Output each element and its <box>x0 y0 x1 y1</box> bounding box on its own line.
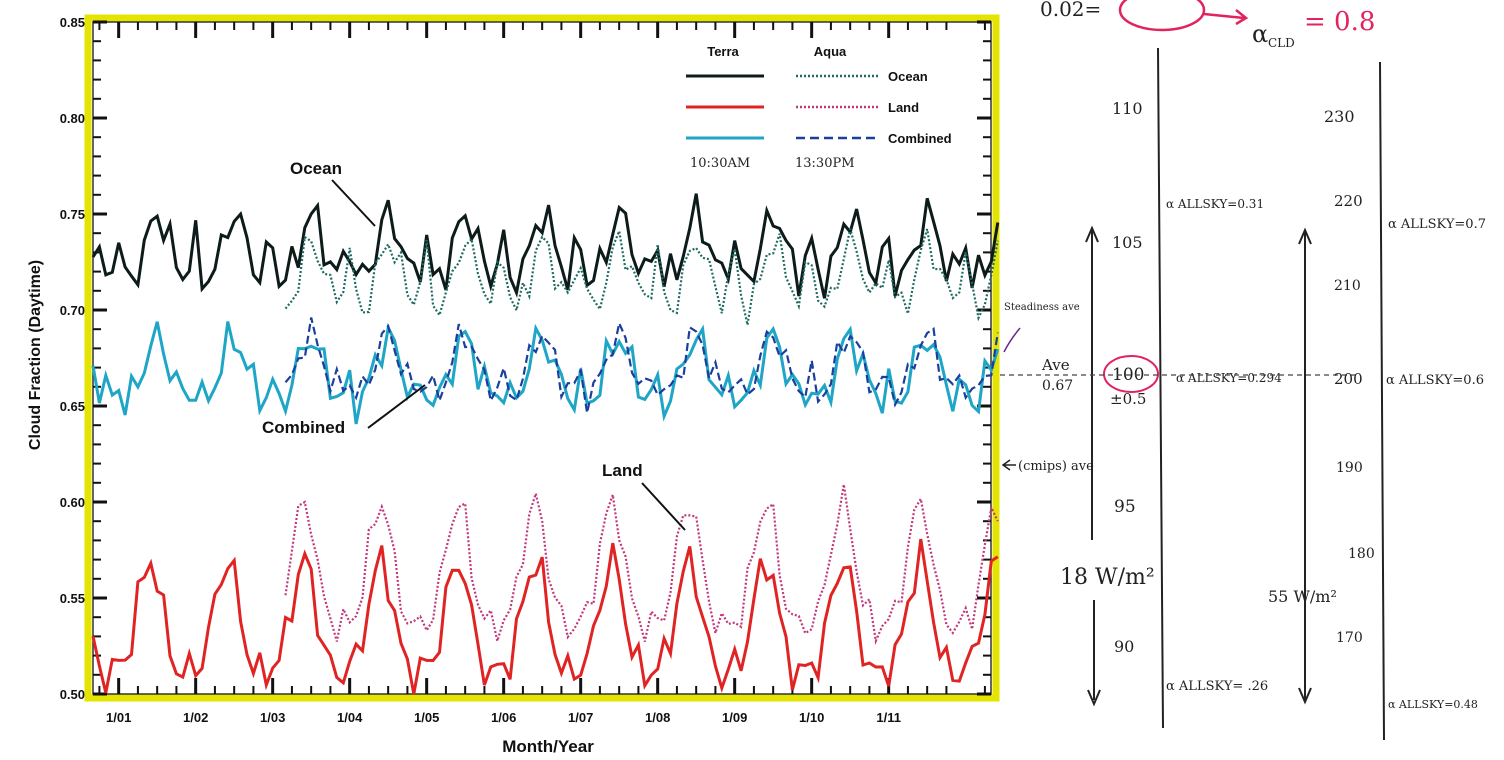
note-top-alpha-sub: CLD <box>1268 36 1295 50</box>
series-group <box>91 193 1000 695</box>
right-scale-210: 210 <box>1334 278 1361 294</box>
annotations: Ocean Combined Land <box>262 159 686 531</box>
annotation-land: Land <box>602 461 643 480</box>
left-alpha-3: α ALLSKY= .26 <box>1166 679 1268 694</box>
x-tick-label: 1/06 <box>491 710 516 725</box>
x-tick-label: 1/05 <box>414 710 439 725</box>
right-scale-axis <box>1379 61 1385 741</box>
plot-frame <box>84 14 1000 702</box>
x-axis: 1/01 1/02 1/03 1/04 1/05 1/06 1/07 1/08 1/09 1/10… <box>98 22 986 725</box>
legend-row-ocean: Ocean <box>888 69 928 84</box>
annotation-land-pointer <box>641 482 686 531</box>
legend-col-aqua: Aqua <box>814 44 847 59</box>
x-tick-label: 1/07 <box>568 710 593 725</box>
note-circle-100 <box>1103 355 1159 393</box>
note-steadiness-brace <box>1003 327 1021 353</box>
left-range-arrow-head <box>1085 225 1099 243</box>
note-watts-right: 55 W/m² <box>1268 587 1337 606</box>
left-scale-axis <box>1157 47 1164 729</box>
note-arrow-top <box>1203 9 1249 26</box>
x-tick-label: 1/10 <box>799 710 824 725</box>
y-tick-label: 0.85 <box>60 15 85 30</box>
legend-time-terra: 10:30AM <box>690 156 750 171</box>
note-top-alpha: α <box>1252 20 1268 48</box>
legend-row-combined: Combined <box>888 131 952 146</box>
x-tick-label: 1/01 <box>106 710 131 725</box>
handwritten-notes: 0.02= α CLD = 0.8 110 105 100 ±0.5 95 90… <box>1000 0 1486 741</box>
annotation-combined: Combined <box>262 418 345 437</box>
x-axis-label: Month/Year <box>502 737 594 756</box>
note-circle-top <box>1118 0 1206 32</box>
left-range-arrow-2-head <box>1087 689 1101 707</box>
legend-time-aqua: 13:30PM <box>795 156 855 171</box>
left-scale-105: 105 <box>1112 233 1143 252</box>
left-alpha-1: α ALLSKY=0.31 <box>1166 197 1264 211</box>
annotation-combined-pointer <box>367 384 426 429</box>
series-land-aqua <box>284 484 999 646</box>
x-tick-label: 1/09 <box>722 710 747 725</box>
left-scale-uncertainty: ±0.5 <box>1110 390 1146 408</box>
x-tick-label: 1/11 <box>876 710 901 725</box>
right-range-arrow-head-top <box>1298 227 1312 245</box>
y-tick-label: 0.80 <box>60 111 85 126</box>
right-scale-190: 190 <box>1336 460 1363 476</box>
series-combined-aqua <box>284 317 999 414</box>
note-steadiness: Steadiness ave <box>1004 302 1080 313</box>
right-scale-180: 180 <box>1348 546 1375 562</box>
left-scale-95: 95 <box>1114 497 1136 517</box>
y-tick-label: 0.50 <box>60 687 85 702</box>
y-tick-label: 0.70 <box>60 303 85 318</box>
x-tick-label: 1/04 <box>337 710 363 725</box>
annotation-ocean: Ocean <box>290 159 342 178</box>
x-tick-label: 1/03 <box>260 710 285 725</box>
series-land-terra <box>91 538 999 695</box>
legend-col-terra: Terra <box>707 44 739 59</box>
x-tick-label: 1/02 <box>183 710 208 725</box>
right-scale-200: 200 <box>1334 370 1363 388</box>
y-axis: 0.50 0.55 0.60 0.65 0.70 0.75 0.80 0.85 <box>60 15 991 702</box>
x-tick-label: 1/08 <box>645 710 670 725</box>
annotation-ocean-pointer <box>331 179 376 227</box>
y-axis-label: Cloud Fraction (Daytime) <box>27 260 44 450</box>
left-scale-110: 110 <box>1112 99 1143 118</box>
left-alpha-2: α ALLSKY=0.294 <box>1176 371 1282 385</box>
note-ave-label: Ave <box>1041 356 1070 374</box>
right-alpha-3: α ALLSKY=0.48 <box>1388 698 1478 711</box>
y-tick-label: 0.75 <box>60 207 85 222</box>
right-range-arrow-head-bottom <box>1298 687 1312 705</box>
note-top-left: 0.02= <box>1040 0 1101 21</box>
note-cmips: (cmips) ave <box>1018 459 1094 474</box>
legend-row-land: Land <box>888 100 919 115</box>
legend: Terra Aqua Ocean Land Combined 10:30AM 1… <box>686 44 952 171</box>
note-ave-value: 0.67 <box>1042 378 1073 394</box>
series-combined-terra <box>91 321 1000 425</box>
y-tick-label: 0.60 <box>60 495 85 510</box>
right-alpha-1: α ALLSKY=0.7 <box>1388 217 1486 232</box>
right-scale-170: 170 <box>1336 630 1363 646</box>
right-scale-230: 230 <box>1324 107 1355 126</box>
y-tick-label: 0.65 <box>60 399 85 414</box>
y-tick-label: 0.55 <box>60 591 85 606</box>
note-watts-left: 18 W/m² <box>1060 565 1155 590</box>
left-scale-90: 90 <box>1114 637 1134 656</box>
right-scale-220: 220 <box>1334 192 1363 210</box>
right-alpha-2: α ALLSKY=0.6 <box>1386 373 1484 388</box>
note-top-value: = 0.8 <box>1304 7 1375 37</box>
note-cmips-arrow <box>1001 459 1016 471</box>
series-ocean-terra <box>91 193 1000 299</box>
